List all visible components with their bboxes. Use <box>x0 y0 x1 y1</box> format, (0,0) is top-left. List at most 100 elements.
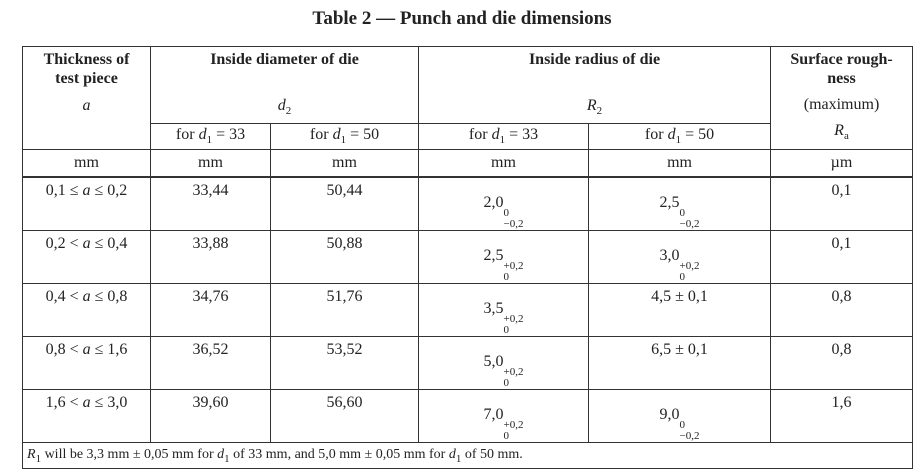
cell: 51,76 <box>270 283 419 337</box>
subscript: 1 <box>499 134 506 147</box>
header-cell: Thickness of test piece a <box>22 46 151 150</box>
text: of 50 mm. <box>461 446 523 462</box>
limits: 0 −0,2 <box>680 208 700 230</box>
cell: 9,0 0 −0,2 <box>587 389 772 443</box>
page: Table 2 — Punch and die dimensions Thick… <box>21 8 914 469</box>
text: ness <box>827 70 856 87</box>
upper-limit: +0,2 <box>503 366 524 378</box>
cell: 50,88 <box>270 230 419 284</box>
variable: a <box>82 394 91 411</box>
cell: 39,60 <box>150 389 271 443</box>
subheader-cell: for d1 = 33 <box>150 123 271 150</box>
text: = 33 <box>212 126 246 144</box>
note: (maximum) <box>803 96 880 113</box>
upper-limit: +0,2 <box>679 260 700 272</box>
header-cell: Inside diameter of die d2 <box>150 46 419 124</box>
limits: +0,2 0 <box>504 261 524 283</box>
variable: d <box>667 126 676 144</box>
value: 9,0 <box>659 406 680 423</box>
subheader-cell: for d1 = 33 <box>418 123 589 150</box>
tolerance: 3,0 +0,2 0 <box>660 235 700 283</box>
subheader-row: for d1 = 33 for d1 = 50 for d1 = 33 for d1 … <box>23 123 913 150</box>
table: Thickness of test piece a Inside diameter… <box>21 46 914 469</box>
subheader-cell: for d1 = 50 <box>270 123 419 150</box>
text: Thickness of <box>43 51 130 68</box>
tolerance: 2,0 0 −0,2 <box>484 182 524 230</box>
variable: d <box>332 126 341 144</box>
text: ≤ 0,8 <box>90 288 128 305</box>
range-cell: 0,1 ≤ a ≤ 0,2 <box>22 176 151 231</box>
footnote-row: R1 will be 3,3 mm ± 0,05 mm for d1 of 33… <box>21 442 914 469</box>
cell: 0,1 <box>770 176 914 231</box>
subscript: a <box>843 130 849 143</box>
subscript: 1 <box>675 134 682 147</box>
text: of 33 mm, and 5,0 mm ± 0,05 mm for <box>229 446 449 462</box>
value: 2,0 <box>483 194 504 211</box>
units-row: mm mm mm mm mm µm <box>22 149 914 178</box>
subscript: 1 <box>340 134 347 147</box>
text: 0,4 < <box>45 288 83 305</box>
upper-limit: 0 <box>503 207 510 219</box>
upper-limit: +0,2 <box>503 260 524 272</box>
data-row: 0,1 ≤ a ≤ 0,2 33,44 50,44 2,0 0 −0,2 2,5 0 −0,2 0… <box>22 176 914 231</box>
data-row: 0,8 < a ≤ 1,6 36,52 53,52 5,0 +0,2 0 6,5 ± 0,1… <box>22 336 914 390</box>
cell: 56,60 <box>270 389 419 443</box>
limits: +0,2 0 <box>504 420 524 442</box>
cell: 0,8 <box>770 283 914 337</box>
symbol: d2 <box>155 97 414 117</box>
header-cell: Surface rough-ness (maximum) Ra <box>770 46 914 150</box>
cell: 36,52 <box>150 336 271 390</box>
unit-cell: mm <box>270 149 419 178</box>
cell: 34,76 <box>150 283 271 337</box>
table-title: Table 2 — Punch and die dimensions <box>312 8 612 29</box>
subscript: 2 <box>285 105 292 118</box>
symbol: Ra <box>775 122 908 142</box>
text: ≤ 0,4 <box>90 235 128 252</box>
cell: 5,0 +0,2 0 <box>418 336 589 390</box>
header-text: Inside diameter of die <box>210 51 359 68</box>
lower-limit: 0 <box>679 271 686 283</box>
text: = 33 <box>505 126 539 144</box>
text: d <box>277 97 286 114</box>
cell: 33,44 <box>150 176 271 231</box>
data-row: 0,2 < a ≤ 0,4 33,88 50,88 2,5 +0,2 0 3,0 +0,2 0 0… <box>22 230 914 284</box>
value: 2,5 <box>483 247 504 264</box>
cell: 1,6 <box>770 389 914 443</box>
subscript: 2 <box>596 105 603 118</box>
table-body: Thickness of test piece a Inside diameter… <box>21 46 914 469</box>
upper-limit: +0,2 <box>503 419 524 431</box>
cell: 3,5 +0,2 0 <box>418 283 589 337</box>
text: for <box>175 126 199 144</box>
lower-limit: 0 <box>503 271 510 283</box>
cell: 50,44 <box>270 176 419 231</box>
text: will be 3,3 mm ± 0,05 mm for <box>41 446 218 462</box>
lower-limit: −0,2 <box>679 430 700 442</box>
limits: 0 −0,2 <box>680 420 700 442</box>
symbol: R2 <box>423 97 766 117</box>
lower-limit: 0 <box>503 324 510 336</box>
unit-cell: mm <box>22 149 151 178</box>
cell: 2,5 +0,2 0 <box>418 230 589 284</box>
data-row: 0,4 < a ≤ 0,8 34,76 51,76 3,5 +0,2 0 4,5 ± 0,1… <box>22 283 914 337</box>
cell: 53,52 <box>270 336 419 390</box>
text: Surface rough- <box>790 51 893 68</box>
header-text: Inside radius of die <box>528 51 661 68</box>
range-cell: 1,6 < a ≤ 3,0 <box>22 389 151 443</box>
lower-limit: −0,2 <box>679 218 700 230</box>
value: 2,5 <box>659 194 680 211</box>
text: 0,1 ≤ <box>45 182 83 199</box>
variable: a <box>82 341 91 358</box>
variable: d <box>448 446 456 462</box>
limits: 0 −0,2 <box>504 208 524 230</box>
value: 3,0 <box>659 247 680 264</box>
text: = 50 <box>681 126 715 144</box>
tolerance: 9,0 0 −0,2 <box>660 394 700 442</box>
text: 1,6 < <box>45 394 83 411</box>
upper-limit: 0 <box>679 419 686 431</box>
text: 0,2 < <box>45 235 83 252</box>
data-row: 1,6 < a ≤ 3,0 39,60 56,60 7,0 +0,2 0 9,0 0 −0,2 1… <box>22 389 914 443</box>
text: ≤ 1,6 <box>90 341 128 358</box>
unit-cell: mm <box>418 149 589 178</box>
header-text: Thickness of test piece <box>27 47 146 88</box>
upper-limit: +0,2 <box>503 313 524 325</box>
